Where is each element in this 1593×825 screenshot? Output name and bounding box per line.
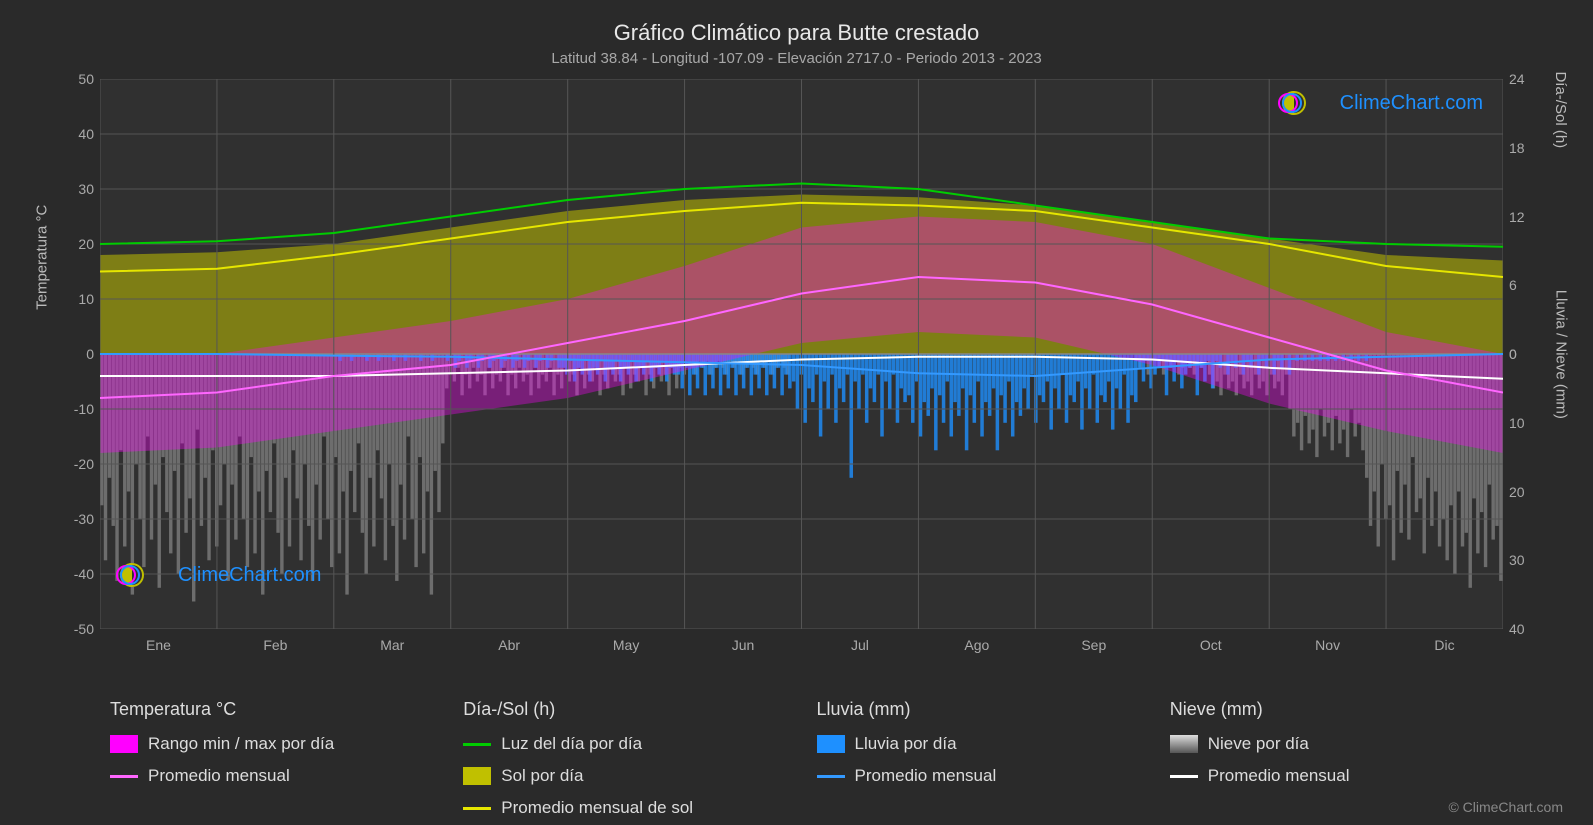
legend-item: Promedio mensual <box>1170 766 1503 786</box>
legend-swatch <box>463 807 491 810</box>
legend-swatch <box>463 767 491 785</box>
xtick-month: Sep <box>1081 637 1106 653</box>
xtick-month: Feb <box>263 637 287 653</box>
y-axis-left-label: Temperatura °C <box>34 205 51 310</box>
legend-head: Temperatura °C <box>110 699 443 720</box>
ytick-left: -10 <box>74 401 94 417</box>
legend-item: Luz del día por día <box>463 734 796 754</box>
brand-logo-top: ClimeChart.com <box>1282 91 1483 115</box>
legend-section: Día-/Sol (h) Luz del día por día Sol por d… <box>463 699 796 825</box>
ytick-left: 40 <box>78 126 94 142</box>
legend-item: Rango min / max por día <box>110 734 443 754</box>
brand-text: ClimeChart.com <box>178 564 321 587</box>
xtick-month: Mar <box>380 637 404 653</box>
xtick-month: Jul <box>851 637 869 653</box>
legend-label: Luz del día por día <box>501 734 642 754</box>
brand-logo-bottom: ClimeChart.com <box>120 563 321 587</box>
legend-item: Promedio mensual de sol <box>463 798 796 818</box>
xtick-month: Ene <box>146 637 171 653</box>
legend-section: Lluvia (mm) Lluvia por día Promedio mensua… <box>817 699 1150 825</box>
xtick-month: Jun <box>732 637 755 653</box>
y-axis-right-bottom-label: Lluvia / Nieve (mm) <box>1553 290 1570 419</box>
ytick-right-top: 18 <box>1509 140 1525 156</box>
ytick-left: 10 <box>78 291 94 307</box>
plot-svg <box>100 79 1503 629</box>
ytick-right-bottom: 30 <box>1509 552 1525 568</box>
chart-subtitle: Latitud 38.84 - Longitud -107.09 - Eleva… <box>30 50 1563 67</box>
plot-area: Temperatura °C Día-/Sol (h) Lluvia / Nie… <box>100 79 1503 629</box>
legend-label: Sol por día <box>501 766 583 786</box>
legend-swatch <box>817 775 845 778</box>
legend-swatch <box>110 735 138 753</box>
ytick-left: -50 <box>74 621 94 637</box>
ytick-left: 30 <box>78 181 94 197</box>
legend-item: Sol por día <box>463 766 796 786</box>
legend-section: Temperatura °C Rango min / max por día Pro… <box>110 699 443 825</box>
ytick-left: -40 <box>74 566 94 582</box>
legend-item: Promedio mensual <box>110 766 443 786</box>
xtick-month: May <box>613 637 639 653</box>
ytick-right-bottom: 0 <box>1509 346 1517 362</box>
climate-chart: Gráfico Climático para Butte crestado La… <box>0 0 1593 825</box>
brand-text: ClimeChart.com <box>1340 92 1483 115</box>
xtick-month: Ago <box>964 637 989 653</box>
legend-swatch <box>110 775 138 778</box>
ytick-left: 50 <box>78 71 94 87</box>
legend-swatch <box>1170 775 1198 778</box>
ytick-left: 20 <box>78 236 94 252</box>
xtick-month: Nov <box>1315 637 1340 653</box>
legend-swatch <box>463 743 491 746</box>
ytick-right-bottom: 10 <box>1509 415 1525 431</box>
legend-item: Promedio mensual <box>817 766 1150 786</box>
ytick-right-top: 6 <box>1509 277 1517 293</box>
legend-label: Lluvia por día <box>855 734 957 754</box>
legend-label: Promedio mensual <box>1208 766 1350 786</box>
ytick-left: -30 <box>74 511 94 527</box>
legend-label: Promedio mensual de sol <box>501 798 693 818</box>
legend-label: Rango min / max por día <box>148 734 334 754</box>
legend: Temperatura °C Rango min / max por día Pro… <box>110 699 1503 825</box>
ytick-left: -20 <box>74 456 94 472</box>
legend-swatch <box>817 735 845 753</box>
legend-swatch <box>1170 735 1198 753</box>
legend-head: Lluvia (mm) <box>817 699 1150 720</box>
chart-title: Gráfico Climático para Butte crestado <box>30 20 1563 46</box>
ytick-right-top: 12 <box>1509 209 1525 225</box>
legend-label: Nieve por día <box>1208 734 1309 754</box>
legend-label: Promedio mensual <box>148 766 290 786</box>
legend-head: Nieve (mm) <box>1170 699 1503 720</box>
legend-label: Promedio mensual <box>855 766 997 786</box>
legend-item: Lluvia por día <box>817 734 1150 754</box>
ytick-right-top: 24 <box>1509 71 1525 87</box>
ytick-right-bottom: 40 <box>1509 621 1525 637</box>
ytick-right-bottom: 20 <box>1509 484 1525 500</box>
xtick-month: Dic <box>1434 637 1454 653</box>
legend-head: Día-/Sol (h) <box>463 699 796 720</box>
ytick-left: 0 <box>86 346 94 362</box>
xtick-month: Oct <box>1200 637 1222 653</box>
y-axis-right-top-label: Día-/Sol (h) <box>1553 71 1570 148</box>
xtick-month: Abr <box>498 637 520 653</box>
legend-item: Nieve por día <box>1170 734 1503 754</box>
copyright: © ClimeChart.com <box>1448 799 1563 815</box>
